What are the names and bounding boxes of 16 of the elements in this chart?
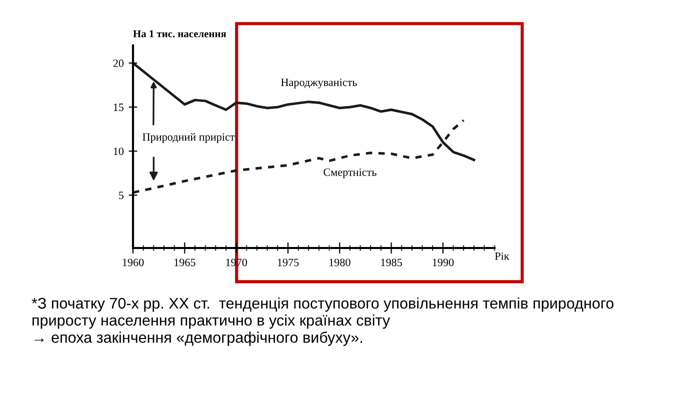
x-tick-label: 1990	[432, 258, 454, 266]
x-tick-label: 1960	[122, 258, 144, 266]
annotation: Природний приріст	[142, 132, 235, 143]
x-axis-title: Рік	[494, 252, 510, 260]
y-tick-label: 10	[114, 148, 124, 156]
y-axis-title: На 1 тис. населення	[133, 30, 226, 38]
y-tick-label: 20	[113, 60, 124, 68]
x-tick-label: 1980	[330, 258, 350, 266]
y-tick-label: 15	[114, 104, 124, 112]
y-tick-label: 5	[119, 192, 124, 200]
x-tick-label: 1975	[278, 258, 299, 266]
text: *З початку 70-х рр. XX ст. тенденція поступового уповільнення темпів природного приросту населення практично в усіх країнах світу → епоха закінчення «демографічного вибуху».	[32, 297, 614, 346]
x-tick-label: 1985	[381, 258, 402, 266]
series-label: Смертність	[324, 168, 376, 178]
x-tick-label: 1965	[174, 258, 196, 266]
series-label: Народжуваність	[281, 78, 357, 88]
